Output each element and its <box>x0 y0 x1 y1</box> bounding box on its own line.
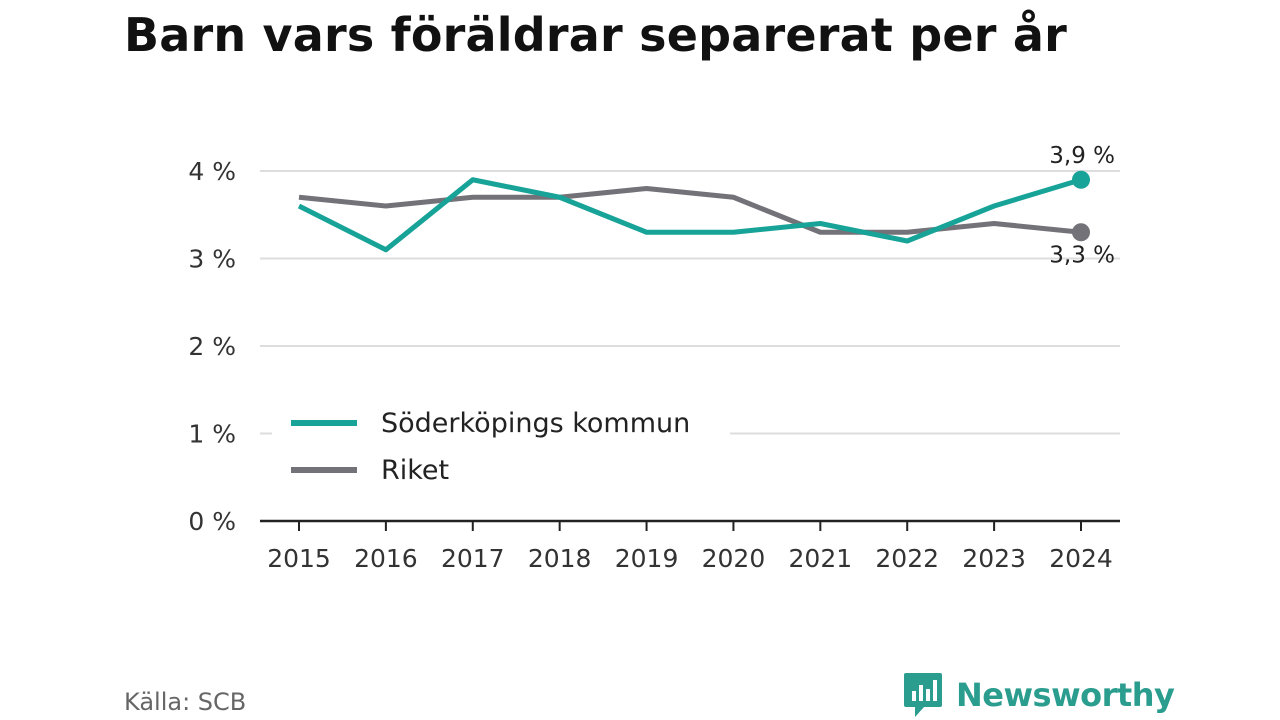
x-axis <box>260 519 1120 531</box>
y-axis-tick-labels: 0 % 1 % 2 % 3 % 4 % <box>188 157 236 536</box>
x-tick-label: 2016 <box>354 544 418 573</box>
legend-label: Söderköpings kommun <box>381 408 690 439</box>
y-tick-label: 1 % <box>188 420 236 449</box>
x-tick-label: 2022 <box>875 544 939 573</box>
x-axis-tick-labels: 2015 2016 2017 2018 2019 2020 2021 2022 2023 2024 <box>267 544 1113 573</box>
series-end-point <box>1072 170 1090 189</box>
series-end-label: 3,9 % <box>1049 143 1115 169</box>
x-tick-label: 2018 <box>528 544 592 573</box>
x-tick-label: 2015 <box>267 544 331 573</box>
y-tick-label: 0 % <box>188 507 236 536</box>
x-tick-label: 2021 <box>789 544 853 573</box>
series-line <box>298 186 1082 235</box>
y-tick-label: 3 % <box>188 245 236 274</box>
y-tick-label: 2 % <box>188 332 236 361</box>
legend-background <box>272 398 730 502</box>
series-lines <box>297 170 1090 253</box>
brand-logo: Newsworthy <box>902 670 1175 720</box>
y-tick-label: 4 % <box>188 157 236 186</box>
x-tick-label: 2019 <box>615 544 679 573</box>
newsworthy-chat-bars-icon <box>904 673 942 717</box>
legend-label: Riket <box>381 455 449 486</box>
end-labels: 3,9 % 3,3 % <box>1049 143 1115 269</box>
series-end-label: 3,3 % <box>1049 242 1115 268</box>
brand-name: Newsworthy <box>956 676 1175 714</box>
legend: Söderköpings kommun Riket <box>272 398 730 502</box>
chart-title: Barn vars föräldrar separerat per år <box>124 8 1068 62</box>
x-tick-label: 2017 <box>441 544 505 573</box>
x-tick-label: 2020 <box>702 544 766 573</box>
source-note: Källa: SCB <box>124 688 247 716</box>
series-line <box>297 177 1082 253</box>
series-end-point <box>1072 223 1090 242</box>
x-tick-label: 2024 <box>1049 544 1113 573</box>
gridlines <box>260 170 1120 435</box>
x-tick-label: 2023 <box>962 544 1026 573</box>
